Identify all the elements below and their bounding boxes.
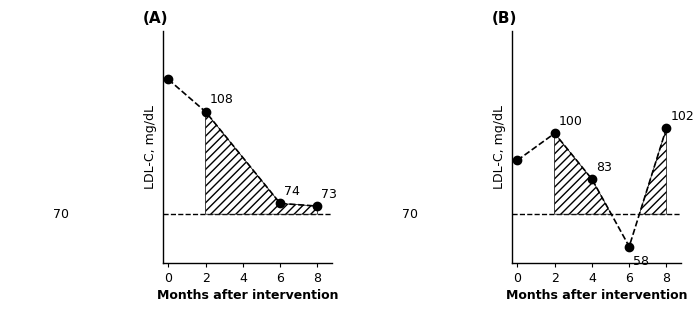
Polygon shape — [554, 133, 611, 214]
Text: (B): (B) — [491, 11, 517, 26]
Text: 73: 73 — [321, 188, 337, 201]
Y-axis label: LDL-C, mg/dL: LDL-C, mg/dL — [144, 105, 158, 189]
Text: 108: 108 — [209, 93, 233, 106]
Text: 70: 70 — [402, 208, 419, 221]
Text: 58: 58 — [633, 255, 649, 268]
Y-axis label: LDL-C, mg/dL: LDL-C, mg/dL — [494, 105, 506, 189]
Text: 74: 74 — [284, 185, 300, 198]
Text: 100: 100 — [559, 115, 582, 128]
Text: 70: 70 — [53, 208, 69, 221]
Text: (A): (A) — [142, 11, 168, 26]
Polygon shape — [206, 112, 318, 214]
X-axis label: Months after intervention: Months after intervention — [506, 289, 687, 302]
Text: 83: 83 — [596, 161, 612, 174]
X-axis label: Months after intervention: Months after intervention — [157, 289, 338, 302]
Polygon shape — [639, 128, 666, 214]
Text: 102: 102 — [670, 110, 694, 123]
